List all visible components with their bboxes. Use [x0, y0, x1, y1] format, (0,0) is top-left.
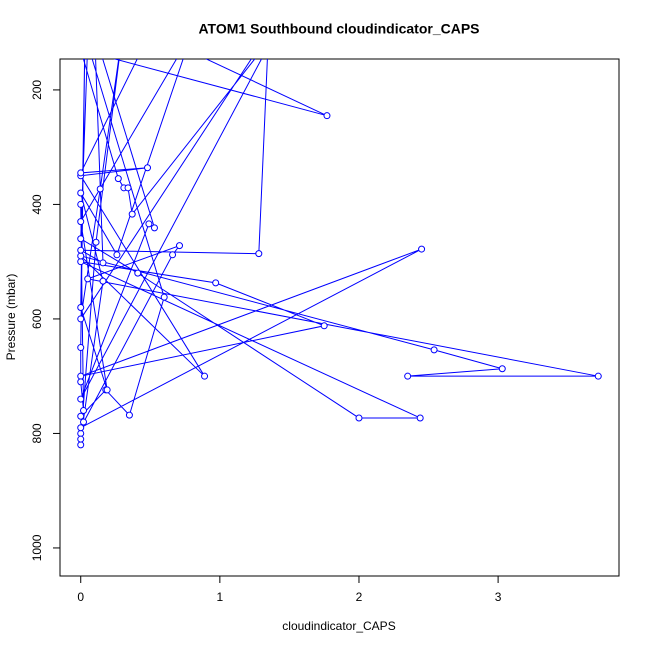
data-point: [114, 175, 122, 183]
y-tick-label: 1000: [30, 534, 44, 561]
data-point: [255, 250, 263, 258]
data-point: [594, 372, 602, 380]
data-point: [124, 184, 132, 192]
data-point: [77, 372, 85, 380]
data-point: [77, 189, 85, 197]
data-point: [176, 242, 184, 250]
x-tick-label: 1: [217, 590, 224, 604]
data-point: [77, 235, 85, 243]
data-point: [113, 251, 121, 259]
data-point: [80, 418, 88, 426]
data-point: [77, 252, 85, 260]
y-axis-label: Pressure (mbar): [4, 274, 18, 361]
data-point: [77, 424, 85, 432]
data-point: [125, 411, 133, 419]
data-point: [77, 169, 85, 177]
data-point: [99, 259, 107, 267]
data-point: [134, 269, 142, 277]
x-tick-label: 2: [356, 590, 363, 604]
data-point: [160, 293, 168, 301]
y-tick-label: 200: [30, 80, 44, 100]
data-point: [320, 322, 328, 330]
plot-frame: [59, 58, 620, 577]
data-point: [77, 412, 85, 420]
data-point: [212, 279, 220, 287]
data-point: [201, 372, 209, 380]
data-point: [323, 112, 331, 120]
data-point: [169, 251, 177, 259]
data-point: [84, 275, 92, 283]
y-tick-label: 800: [30, 423, 44, 443]
data-point: [77, 218, 85, 226]
data-point: [77, 303, 85, 311]
data-point: [77, 441, 85, 449]
data-point: [103, 386, 111, 394]
chart-title: ATOM1 Southbound cloudindicator_CAPS: [198, 21, 479, 37]
data-point: [80, 407, 88, 415]
data-point: [128, 210, 136, 218]
data-point: [77, 395, 85, 403]
data-point: [150, 224, 158, 232]
data-point: [77, 315, 85, 323]
x-tick-label: 3: [495, 590, 502, 604]
data-point: [404, 372, 412, 380]
data-point: [145, 220, 153, 228]
x-tick-label: 0: [77, 590, 84, 604]
plot-area: [77, 59, 602, 449]
data-point: [77, 378, 85, 386]
data-point: [144, 164, 152, 172]
data-point: [416, 414, 424, 422]
data-point: [498, 365, 506, 373]
data-point: [77, 258, 85, 266]
data-point: [77, 246, 85, 254]
data-point: [355, 414, 363, 422]
data-point: [77, 344, 85, 352]
data-point: [92, 238, 100, 246]
y-tick-label: 400: [30, 194, 44, 214]
y-tick-label: 600: [30, 309, 44, 329]
data-point: [418, 245, 426, 253]
x-axis-label: cloudindicator_CAPS: [282, 619, 395, 633]
data-point: [96, 185, 104, 193]
data-point: [99, 277, 107, 285]
data-point: [430, 346, 438, 354]
data-point: [77, 435, 85, 443]
data-point: [77, 200, 85, 208]
data-point: [77, 429, 85, 437]
